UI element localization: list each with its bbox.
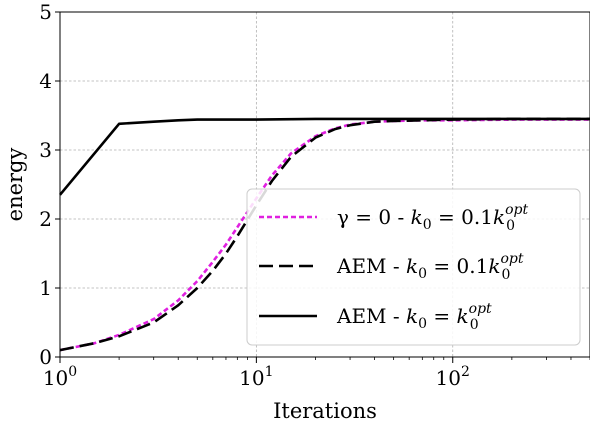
legend-k2-symbol: k <box>488 254 500 278</box>
legend-k-symbol: k <box>411 205 423 229</box>
x-tick-label: 100 <box>43 364 77 390</box>
legend-k2-symbol: k <box>457 304 469 328</box>
y-tick-label: 3 <box>39 138 52 162</box>
x-tick-base: 10 <box>436 366 461 390</box>
legend-label-prefix: γ = 0 - <box>337 205 411 229</box>
plot-series <box>59 117 590 352</box>
y-tick-label: 2 <box>39 207 52 231</box>
x-tick-exponent: 2 <box>461 364 470 380</box>
x-tick-label: 101 <box>239 364 273 390</box>
y-tick-label: 0 <box>39 345 52 369</box>
legend-k2-superscript: opt <box>505 202 528 218</box>
legend-k2-subscript: 0 <box>506 218 515 234</box>
x-tick-label: 102 <box>436 364 470 390</box>
legend-k2-superscript: opt <box>469 301 492 317</box>
series-line-1 <box>59 117 590 352</box>
legend-k2-subscript: 0 <box>501 267 510 283</box>
y-tick-label: 1 <box>39 276 52 300</box>
legend-k-symbol: k <box>406 304 418 328</box>
legend-k2-superscript: opt <box>500 251 523 267</box>
legend-equals: = 0.1 <box>432 205 493 229</box>
legend-k-symbol: k <box>406 254 418 278</box>
legend-k2-symbol: k <box>493 205 505 229</box>
legend-label-prefix: AEM - <box>336 254 406 278</box>
x-tick-exponent: 1 <box>265 364 274 380</box>
legend-k2-subscript: 0 <box>470 317 479 333</box>
y-axis-label: energy <box>3 148 27 222</box>
legend-label-prefix: AEM - <box>336 304 406 328</box>
y-tick-label: 5 <box>39 0 52 24</box>
legend-k-subscript: 0 <box>418 316 427 332</box>
legend-label-2: AEM - k0 = kopt 0 <box>336 301 492 333</box>
x-tick-base: 10 <box>43 366 68 390</box>
plot-frame <box>59 11 590 358</box>
x-tick-exponent: 0 <box>68 364 77 380</box>
y-tick-label: 4 <box>39 69 52 93</box>
series-line-2 <box>59 117 590 196</box>
x-axis-label: Iterations <box>273 399 377 423</box>
legend-k-subscript: 0 <box>423 217 432 233</box>
legend-equals: = <box>427 304 456 328</box>
legend-equals: = 0.1 <box>427 254 488 278</box>
legend-k-subscript: 0 <box>418 266 427 282</box>
legend-box <box>246 188 581 346</box>
legend-label-0: γ = 0 - k0 = 0.1kopt 0 <box>337 202 528 234</box>
legend-label-1: AEM - k0 = 0.1kopt 0 <box>336 251 524 283</box>
x-tick-base: 10 <box>239 366 264 390</box>
